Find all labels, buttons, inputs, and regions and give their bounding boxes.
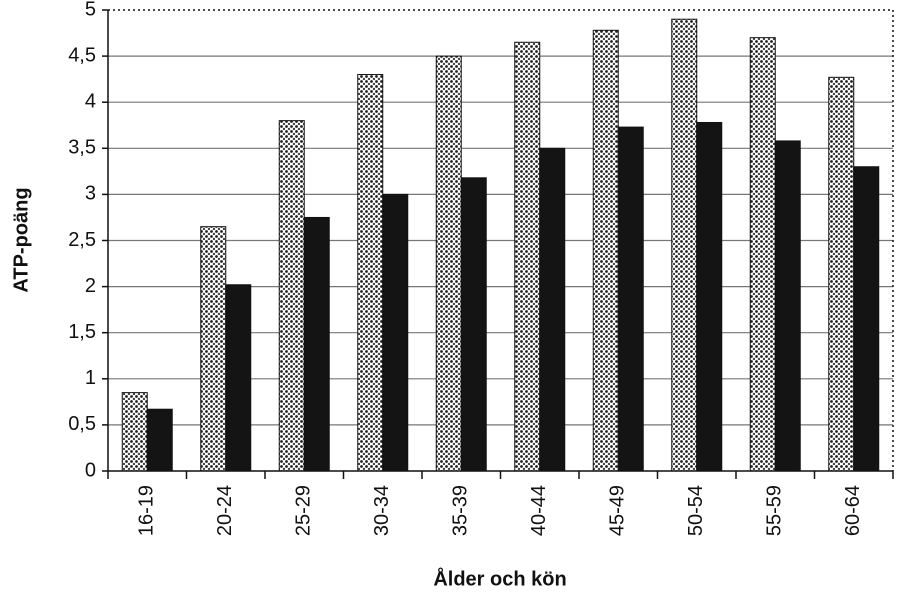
y-tick-label: 2 (85, 275, 96, 297)
bar (828, 76, 855, 472)
bar (696, 121, 723, 472)
x-tick-label: 40-44 (528, 485, 550, 536)
x-axis-title: Ålder och kön (433, 566, 566, 590)
y-tick-label: 3,5 (68, 137, 96, 159)
y-axis-title: ATP-poäng (10, 187, 32, 292)
bar (278, 120, 305, 472)
y-tick-label: 1 (85, 367, 96, 389)
bar (592, 29, 619, 472)
bar (749, 37, 776, 472)
y-tick-label: 5 (85, 0, 96, 20)
y-tick-label: 3 (85, 183, 96, 205)
y-tick-label: 2,5 (68, 229, 96, 251)
x-tick-label: 16-19 (136, 485, 158, 536)
y-tick-label: 4 (85, 90, 96, 112)
x-tick-label: 50-54 (685, 485, 707, 536)
bar (200, 226, 227, 472)
bar (774, 140, 801, 472)
bar (514, 41, 541, 472)
bar (539, 147, 566, 472)
y-tick-label: 1,5 (68, 321, 96, 343)
bar (460, 177, 487, 472)
x-tick-label: 55-59 (764, 485, 786, 536)
bar (146, 408, 173, 472)
x-tick-label: 35-39 (450, 485, 472, 536)
bar (121, 392, 148, 472)
bar (435, 55, 462, 472)
plot-border (108, 9, 894, 471)
x-tick-label: 25-29 (293, 485, 315, 536)
bar (382, 193, 409, 472)
bar (853, 166, 880, 472)
x-tick-label: 60-64 (842, 485, 864, 536)
bar (357, 74, 384, 472)
bar (617, 126, 644, 472)
y-tick-label: 0 (85, 459, 96, 481)
bar (671, 18, 698, 472)
y-tick-label: 4,5 (68, 44, 96, 66)
bar (303, 216, 330, 472)
y-tick-label: 0,5 (68, 413, 96, 435)
bar (225, 284, 252, 472)
x-tick-label: 30-34 (371, 485, 393, 536)
x-tick-label: 20-24 (214, 485, 236, 536)
x-tick-label: 45-49 (607, 485, 629, 536)
